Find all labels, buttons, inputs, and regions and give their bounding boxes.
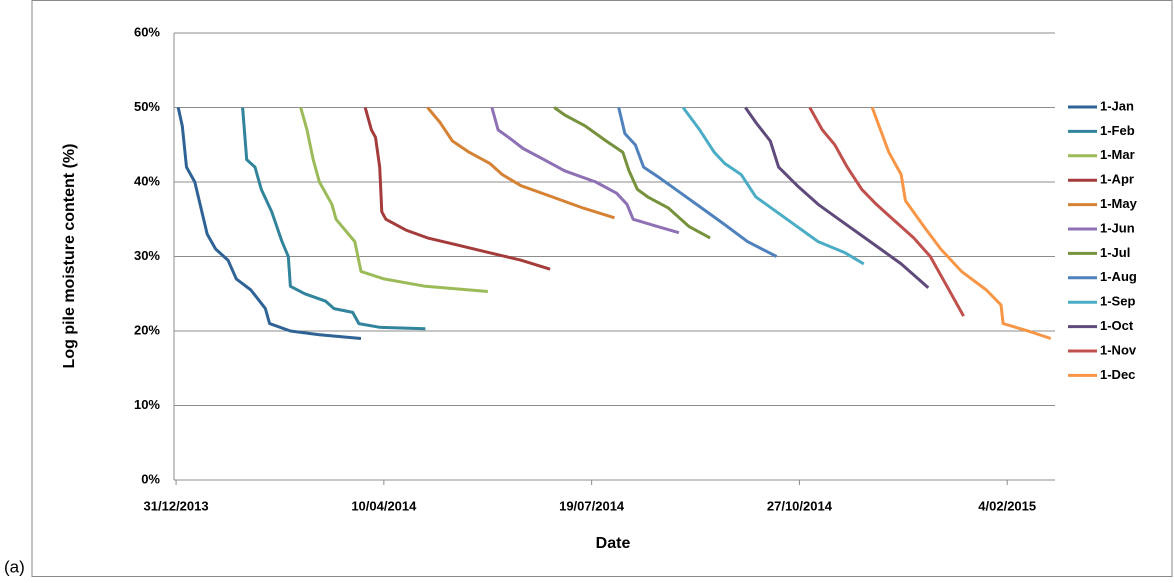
series-line	[241, 107, 426, 331]
legend-label: 1-Aug	[1100, 269, 1137, 284]
series-line	[363, 107, 551, 271]
legend-label: 1-Sep	[1100, 294, 1135, 309]
legend-label: 1-Nov	[1100, 342, 1137, 357]
series-line	[553, 106, 711, 240]
series-line	[490, 107, 680, 235]
x-tick-label: 19/07/2014	[559, 498, 625, 513]
series-line	[870, 106, 1052, 340]
legend-label: 1-Apr	[1100, 172, 1134, 187]
series-line	[299, 107, 488, 293]
legend-label: 1-Dec	[1100, 367, 1135, 382]
x-tick-label: 27/10/2014	[767, 498, 833, 513]
x-tick-label: 4/02/2015	[978, 498, 1036, 513]
series-line	[176, 107, 362, 340]
legend-label: 1-Mar	[1100, 147, 1135, 162]
series-line	[426, 106, 615, 220]
legend-label: 1-Oct	[1100, 318, 1134, 333]
series-line	[681, 106, 865, 266]
y-tick-label: 50%	[134, 99, 160, 114]
x-tick-label: 31/12/2013	[144, 498, 209, 513]
legend-label: 1-May	[1100, 196, 1138, 211]
panel-label: (a)	[4, 557, 25, 576]
chart-frame	[31, 0, 1173, 577]
y-tick-label: 60%	[134, 24, 160, 39]
legend-label: 1-Jul	[1100, 245, 1130, 260]
series-line	[617, 107, 778, 258]
y-tick-label: 40%	[134, 173, 160, 188]
y-axis-title: Log pile moisture content (%)	[61, 144, 78, 369]
y-tick-label: 0%	[141, 471, 160, 486]
x-tick-label: 10/04/2014	[351, 498, 417, 513]
y-tick-label: 10%	[134, 397, 160, 412]
y-tick-label: 30%	[134, 248, 160, 263]
legend-label: 1-Feb	[1100, 123, 1135, 138]
x-axis-title: Date	[596, 535, 631, 552]
legend-label: 1-Jan	[1100, 98, 1134, 113]
legend-label: 1-Jun	[1100, 220, 1135, 235]
y-tick-label: 20%	[134, 322, 160, 337]
series-line	[744, 106, 930, 289]
series-line	[808, 106, 965, 317]
